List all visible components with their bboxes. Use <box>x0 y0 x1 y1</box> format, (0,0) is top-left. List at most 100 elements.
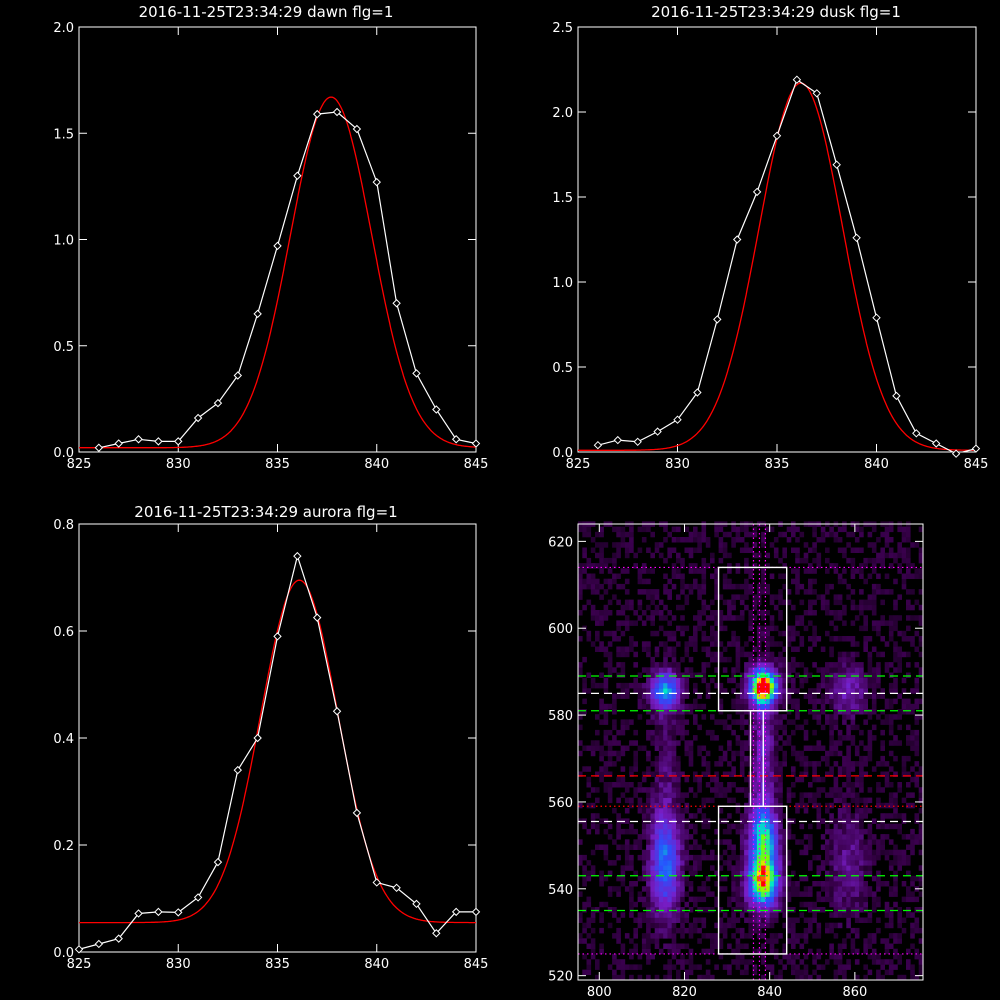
heatmap-cell <box>846 891 851 897</box>
heatmap-cell <box>714 651 719 658</box>
heatmap-cell <box>582 745 587 751</box>
heatmap-cell <box>595 771 600 777</box>
heatmap-cell <box>859 813 864 819</box>
heatmap-cell <box>782 922 787 929</box>
heatmap-cell <box>676 594 681 600</box>
heatmap-cell <box>752 662 758 668</box>
heatmap-cell <box>710 891 715 897</box>
heatmap-cell <box>765 583 770 590</box>
heatmap-cell <box>595 552 600 559</box>
heatmap-cell <box>654 610 660 616</box>
heatmap-cell <box>641 870 647 877</box>
heatmap-cell <box>671 912 677 918</box>
heatmap-cell <box>701 802 707 809</box>
heatmap-cell <box>663 875 668 882</box>
heatmap-cell <box>837 682 843 689</box>
heatmap-cell <box>803 557 809 564</box>
heatmap-cell <box>765 703 770 710</box>
heatmap-cell <box>731 766 736 772</box>
heatmap-cell <box>918 672 924 678</box>
heatmap-cell <box>756 849 762 856</box>
heatmap-cell <box>906 891 911 897</box>
heatmap-cell <box>680 907 685 913</box>
heatmap-cell <box>748 531 753 538</box>
heatmap-cell <box>599 568 604 574</box>
heatmap-cell <box>786 891 792 897</box>
heatmap-cell <box>829 735 834 741</box>
heatmap-cell <box>782 881 787 887</box>
heatmap-cell <box>676 839 681 845</box>
heatmap-cell <box>765 552 770 559</box>
heatmap-cell <box>795 615 800 621</box>
heatmap-cell <box>693 682 698 689</box>
heatmap-cell <box>637 964 643 970</box>
heatmap-cell <box>722 625 728 632</box>
heatmap-cell <box>722 849 728 856</box>
heatmap-cell <box>616 620 621 626</box>
heatmap-cell <box>731 959 736 965</box>
heatmap-cell <box>829 651 834 658</box>
heatmap-cell <box>786 709 792 715</box>
heatmap-cell <box>752 901 758 908</box>
heatmap-cell <box>829 677 834 684</box>
heatmap-cell <box>693 844 698 850</box>
heatmap-cell <box>769 735 775 741</box>
heatmap-cell <box>808 568 813 574</box>
heatmap-cell <box>727 787 732 793</box>
heatmap-cell <box>663 792 668 798</box>
heatmap-cell <box>663 740 668 746</box>
heatmap-cell <box>667 693 672 699</box>
heatmap-cell <box>718 547 724 553</box>
heatmap-cell <box>731 881 736 887</box>
heatmap-cell <box>697 844 702 850</box>
heatmap-cell <box>769 917 775 923</box>
heatmap-cell <box>756 745 762 751</box>
heatmap-cell <box>803 667 809 673</box>
heatmap-cell <box>620 667 626 673</box>
heatmap-cell <box>761 583 766 590</box>
heatmap-cell <box>663 693 668 699</box>
heatmap-cell <box>867 755 873 762</box>
heatmap-cell <box>837 615 843 621</box>
heatmap-cell <box>663 818 668 824</box>
heatmap-cell <box>825 698 830 705</box>
heatmap-cell <box>808 860 813 866</box>
heatmap-cell <box>833 682 839 689</box>
heatmap-cell <box>671 703 677 710</box>
heatmap-cell <box>633 761 638 767</box>
heatmap-cell <box>910 912 915 918</box>
heatmap-cell <box>667 974 672 981</box>
heatmap-cell <box>731 698 736 705</box>
heatmap-cell <box>620 688 626 694</box>
aurora-data-point <box>273 632 282 641</box>
heatmap-cell <box>620 766 626 772</box>
aurora-fit-curve <box>79 579 476 924</box>
heatmap-cell <box>871 557 877 564</box>
heatmap-cell <box>842 854 847 861</box>
heatmap-cell <box>629 964 634 970</box>
heatmap-cell <box>825 802 830 809</box>
heatmap-cell <box>833 839 839 845</box>
heatmap-cell <box>803 927 809 934</box>
heatmap-cell <box>676 865 681 871</box>
heatmap-cell <box>752 745 758 751</box>
heatmap-cell <box>786 719 792 725</box>
heatmap-cell <box>654 896 660 903</box>
heatmap-cell <box>667 933 672 939</box>
heatmap-cell <box>786 938 792 944</box>
heatmap-cell <box>620 693 626 699</box>
heatmap-cell <box>629 886 634 892</box>
heatmap-cell <box>888 849 894 856</box>
heatmap-cell <box>837 959 843 965</box>
heatmap-cell <box>688 667 694 673</box>
heatmap-cell <box>846 922 851 929</box>
heatmap-cell <box>901 547 907 553</box>
heatmap-cell <box>756 808 762 814</box>
heatmap-cell <box>829 620 834 626</box>
heatmap-cell <box>752 766 758 772</box>
heatmap-cell <box>833 677 839 684</box>
heatmap-cell <box>607 578 613 585</box>
heatmap-cell <box>786 636 792 642</box>
heatmap-cell <box>803 766 809 772</box>
heatmap-cell <box>646 703 651 710</box>
